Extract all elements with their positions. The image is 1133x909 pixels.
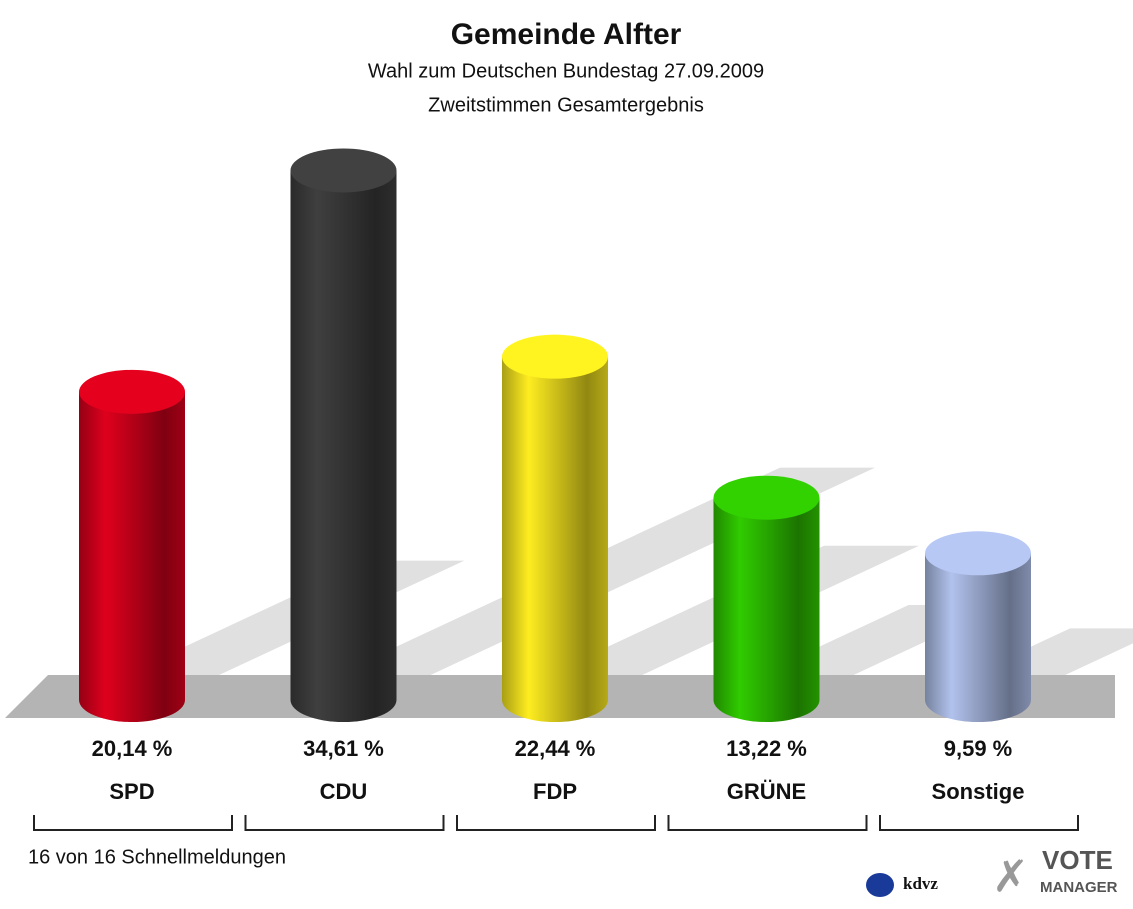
bar [79, 391, 185, 700]
bar-top [502, 334, 608, 379]
bar [502, 356, 608, 700]
bar-top [713, 475, 820, 520]
chart-title: Gemeinde Alfter [451, 18, 682, 51]
logo-ball [866, 873, 894, 897]
bar-top [290, 148, 397, 193]
logo-text: kdvz [903, 874, 938, 893]
bar-top [79, 369, 185, 414]
bracket [33, 815, 233, 831]
x-tick-label: SPD [109, 779, 154, 804]
bar [713, 497, 820, 700]
value-label: 34,61 % [303, 736, 384, 761]
bracket [244, 815, 445, 831]
logo-x: ✗ [992, 853, 1029, 902]
x-tick-label: CDU [320, 779, 368, 804]
bar [925, 553, 1031, 700]
x-tick-label: GRÜNE [727, 779, 806, 804]
bracket [456, 815, 656, 831]
value-label: 22,44 % [515, 736, 596, 761]
bracket [667, 815, 868, 831]
bar [290, 170, 397, 701]
bar-top [925, 531, 1031, 576]
logo-text: VOTE [1042, 845, 1113, 875]
logo-text: MANAGER [1040, 879, 1118, 896]
value-label: 20,14 % [92, 736, 173, 761]
value-label: 9,59 % [944, 736, 1013, 761]
note: 16 von 16 Schnellmeldungen [28, 846, 286, 868]
bracket [879, 815, 1079, 831]
value-label: 13,22 % [726, 736, 807, 761]
chart-subtitle: Zweitstimmen Gesamtergebnis [428, 94, 704, 116]
x-tick-label: FDP [533, 779, 577, 804]
chart-subtitle: Wahl zum Deutschen Bundestag 27.09.2009 [368, 60, 764, 82]
x-tick-label: Sonstige [932, 779, 1025, 804]
